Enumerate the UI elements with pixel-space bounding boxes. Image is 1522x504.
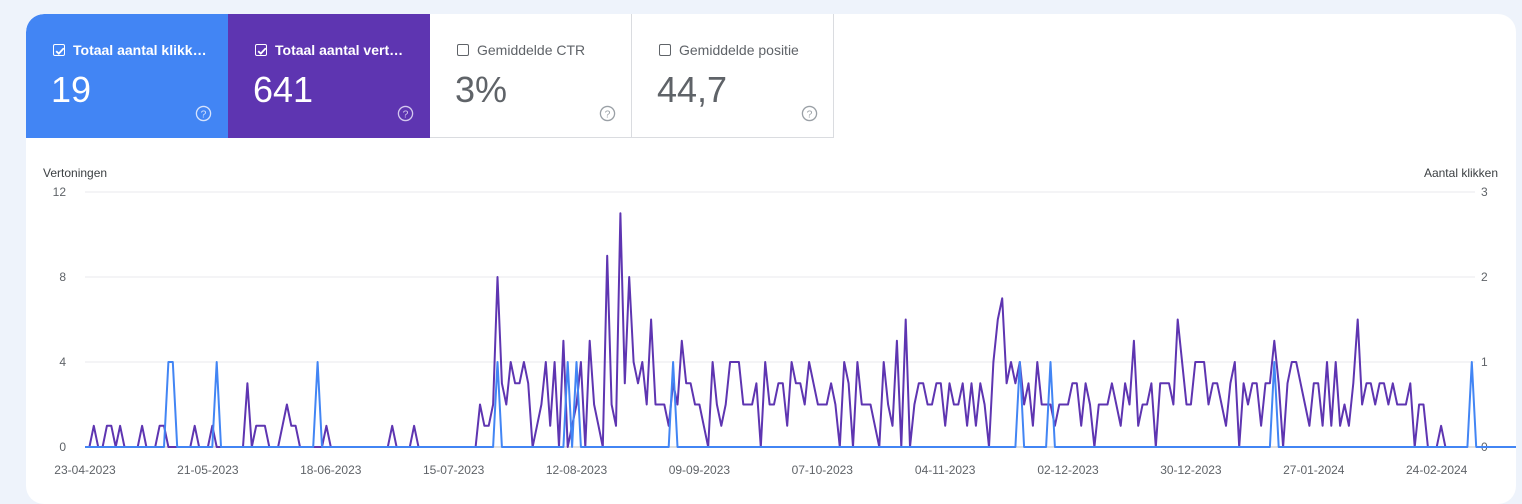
metric-card-impressions[interactable]: Totaal aantal vert… 641 ? bbox=[228, 14, 430, 138]
right-tick-label: 2 bbox=[1481, 270, 1488, 284]
metric-card-ctr[interactable]: Gemiddelde CTR 3% ? bbox=[430, 14, 632, 138]
svg-text:?: ? bbox=[605, 109, 611, 120]
gridlines bbox=[85, 191, 1475, 448]
metric-value-position: 44,7 bbox=[657, 69, 728, 110]
help-icon[interactable]: ? bbox=[801, 105, 818, 122]
right-tick-label: 3 bbox=[1481, 185, 1488, 199]
left-tick-label: 0 bbox=[59, 440, 66, 454]
x-tick-label: 15-07-2023 bbox=[423, 463, 485, 477]
performance-panel: Totaal aantal klikk… 19 ? Totaal aantal … bbox=[26, 14, 1516, 504]
metric-label-position: Gemiddelde positie bbox=[679, 42, 799, 58]
x-axis-ticks: 23-04-2023 21-05-2023 18-06-2023 15-07-2023… bbox=[54, 463, 1467, 477]
x-tick-label: 12-08-2023 bbox=[546, 463, 608, 477]
left-axis-ticks: 0 4 8 12 bbox=[53, 185, 67, 454]
metric-card-position[interactable]: Gemiddelde positie 44,7 ? bbox=[632, 14, 834, 138]
metric-card-clicks[interactable]: Totaal aantal klikk… 19 ? bbox=[26, 14, 228, 138]
metric-value-impressions: 641 bbox=[253, 69, 314, 110]
metric-value-ctr: 3% bbox=[455, 69, 508, 110]
check-icon bbox=[257, 47, 267, 55]
series-line-left bbox=[85, 212, 1463, 448]
svg-text:?: ? bbox=[807, 109, 813, 120]
left-tick-label: 12 bbox=[53, 185, 67, 199]
svg-text:?: ? bbox=[201, 109, 207, 120]
metric-cards: Totaal aantal klikk… 19 ? Totaal aantal … bbox=[26, 14, 834, 138]
left-tick-label: 8 bbox=[59, 270, 66, 284]
metric-label-impressions: Totaal aantal vert… bbox=[275, 42, 404, 58]
metric-label-ctr: Gemiddelde CTR bbox=[477, 42, 586, 58]
svg-text:?: ? bbox=[403, 109, 409, 120]
metric-label-clicks: Totaal aantal klikk… bbox=[73, 42, 207, 58]
right-axis-title: Aantal klikken bbox=[1424, 166, 1498, 180]
x-tick-label: 21-05-2023 bbox=[177, 463, 239, 477]
x-tick-label: 18-06-2023 bbox=[300, 463, 362, 477]
x-tick-label: 09-09-2023 bbox=[669, 463, 731, 477]
ctr-checkbox[interactable] bbox=[457, 44, 469, 56]
clicks-checkbox[interactable] bbox=[53, 44, 65, 56]
help-icon[interactable]: ? bbox=[195, 105, 212, 122]
left-axis-title: Vertoningen bbox=[43, 166, 107, 180]
x-tick-label: 04-11-2023 bbox=[915, 463, 976, 477]
series-lines bbox=[85, 212, 1516, 448]
x-tick-label: 23-04-2023 bbox=[54, 463, 116, 477]
help-icon[interactable]: ? bbox=[397, 105, 414, 122]
x-tick-label: 02-12-2023 bbox=[1037, 463, 1099, 477]
x-tick-label: 30-12-2023 bbox=[1160, 463, 1222, 477]
impressions-checkbox[interactable] bbox=[255, 44, 267, 56]
series-line-right bbox=[85, 361, 1516, 448]
right-tick-label: 1 bbox=[1481, 355, 1488, 369]
metric-value-clicks: 19 bbox=[51, 69, 92, 110]
x-tick-label: 27-01-2024 bbox=[1283, 463, 1345, 477]
x-tick-label: 24-02-2024 bbox=[1406, 463, 1468, 477]
check-icon bbox=[55, 47, 65, 55]
help-icon[interactable]: ? bbox=[599, 105, 616, 122]
x-tick-label: 07-10-2023 bbox=[792, 463, 854, 477]
position-checkbox[interactable] bbox=[659, 44, 671, 56]
left-tick-label: 4 bbox=[59, 355, 66, 369]
